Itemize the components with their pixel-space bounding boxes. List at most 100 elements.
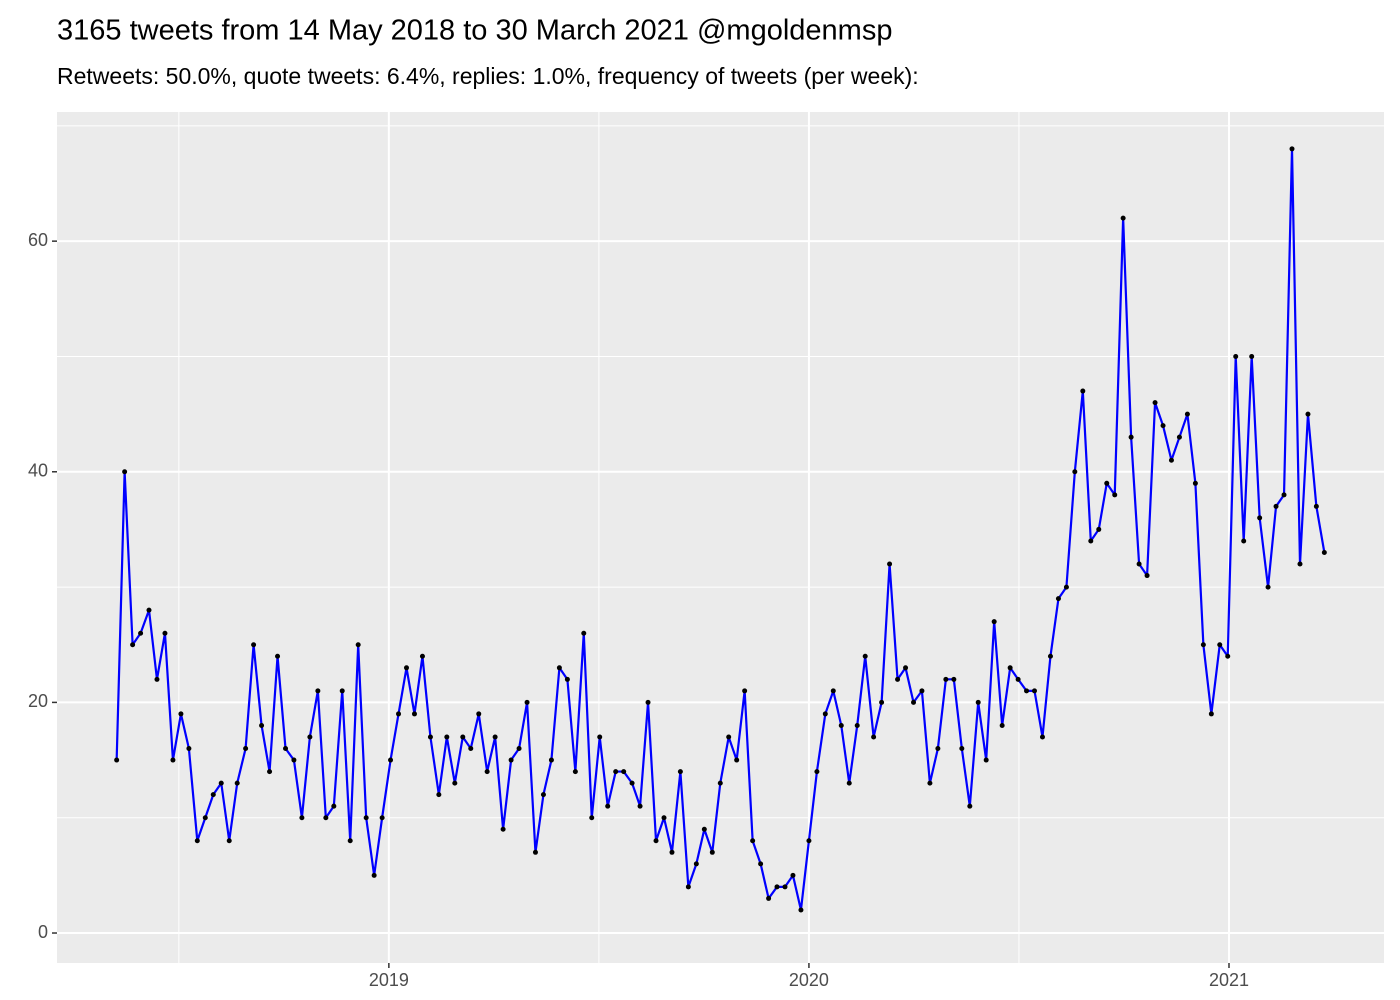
point bbox=[154, 676, 160, 682]
point bbox=[1233, 353, 1239, 359]
plot-panel bbox=[57, 112, 1384, 963]
y-tick-label: 0 bbox=[38, 922, 48, 942]
point bbox=[1265, 584, 1271, 590]
point bbox=[782, 884, 788, 890]
point bbox=[629, 780, 635, 786]
point bbox=[734, 757, 740, 763]
point bbox=[862, 653, 868, 659]
point bbox=[283, 746, 289, 752]
point bbox=[331, 803, 337, 809]
point bbox=[822, 711, 828, 717]
point bbox=[1281, 492, 1287, 498]
point bbox=[685, 884, 691, 890]
point bbox=[774, 884, 780, 890]
point bbox=[766, 895, 772, 901]
point bbox=[1273, 503, 1279, 509]
point bbox=[814, 769, 820, 775]
point bbox=[427, 734, 433, 740]
point bbox=[1128, 434, 1134, 440]
point bbox=[621, 769, 627, 775]
point bbox=[669, 849, 675, 855]
point bbox=[911, 699, 917, 705]
point bbox=[605, 803, 611, 809]
point bbox=[564, 676, 570, 682]
point bbox=[411, 711, 417, 717]
point bbox=[581, 630, 587, 636]
point bbox=[927, 780, 933, 786]
point bbox=[210, 792, 216, 798]
point bbox=[291, 757, 297, 763]
point bbox=[589, 815, 595, 821]
point bbox=[701, 826, 707, 832]
point bbox=[1313, 503, 1319, 509]
point bbox=[742, 688, 748, 694]
point bbox=[492, 734, 498, 740]
point bbox=[991, 619, 997, 625]
point bbox=[887, 561, 893, 567]
point bbox=[1024, 688, 1030, 694]
point bbox=[267, 769, 273, 775]
point bbox=[1047, 653, 1053, 659]
point bbox=[935, 746, 941, 752]
point bbox=[903, 665, 909, 671]
point bbox=[1321, 549, 1327, 555]
point bbox=[186, 746, 192, 752]
point bbox=[323, 815, 329, 821]
point bbox=[951, 676, 957, 682]
point bbox=[218, 780, 224, 786]
point bbox=[637, 803, 643, 809]
point bbox=[1184, 411, 1190, 417]
point bbox=[1096, 526, 1102, 532]
point bbox=[524, 699, 530, 705]
point bbox=[1297, 561, 1303, 567]
chart-title: 3165 tweets from 14 May 2018 to 30 March… bbox=[57, 15, 892, 47]
point bbox=[758, 861, 764, 867]
point bbox=[452, 780, 458, 786]
point bbox=[975, 699, 981, 705]
point bbox=[114, 757, 120, 763]
point bbox=[468, 746, 474, 752]
point bbox=[1249, 353, 1255, 359]
point bbox=[1088, 538, 1094, 544]
point bbox=[162, 630, 168, 636]
x-tick-label: 2021 bbox=[1209, 970, 1249, 990]
point bbox=[170, 757, 176, 763]
point bbox=[500, 826, 506, 832]
point bbox=[838, 722, 844, 728]
point bbox=[645, 699, 651, 705]
point bbox=[597, 734, 603, 740]
point bbox=[572, 769, 578, 775]
y-tick-label: 40 bbox=[28, 461, 48, 481]
point bbox=[194, 838, 200, 844]
point bbox=[1241, 538, 1247, 544]
point bbox=[1104, 480, 1110, 486]
y-tick-label: 20 bbox=[28, 691, 48, 711]
point bbox=[879, 699, 885, 705]
chart-subtitle: Retweets: 50.0%, quote tweets: 6.4%, rep… bbox=[57, 63, 919, 89]
x-tick-label: 2020 bbox=[789, 970, 829, 990]
point bbox=[830, 688, 836, 694]
point bbox=[661, 815, 667, 821]
point bbox=[709, 849, 715, 855]
point bbox=[379, 815, 385, 821]
point bbox=[226, 838, 232, 844]
point bbox=[355, 642, 361, 648]
point bbox=[178, 711, 184, 717]
point bbox=[1208, 711, 1214, 717]
point bbox=[363, 815, 369, 821]
point bbox=[846, 780, 852, 786]
point bbox=[959, 746, 965, 752]
point bbox=[967, 803, 973, 809]
point bbox=[1072, 469, 1078, 475]
point bbox=[1225, 653, 1231, 659]
point bbox=[371, 872, 377, 878]
point bbox=[677, 769, 683, 775]
point bbox=[717, 780, 723, 786]
point bbox=[1039, 734, 1045, 740]
point bbox=[1055, 596, 1061, 602]
point bbox=[1176, 434, 1182, 440]
point bbox=[476, 711, 482, 717]
point bbox=[347, 838, 353, 844]
point bbox=[460, 734, 466, 740]
